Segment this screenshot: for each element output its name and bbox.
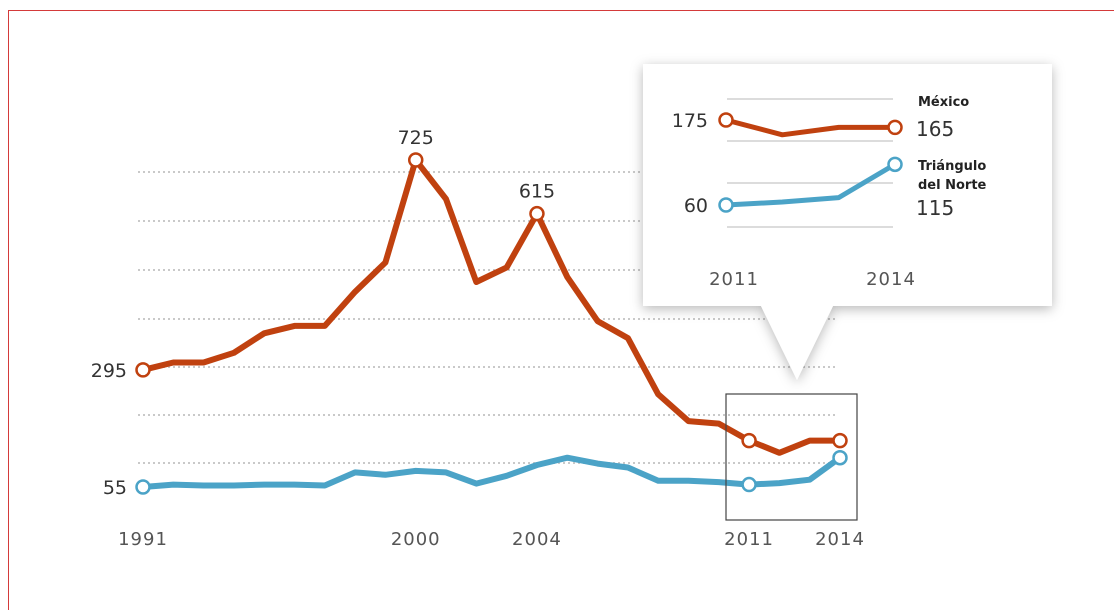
inset-x-tick-2011: 2011 xyxy=(709,269,759,290)
point-marker-mexico-2000 xyxy=(407,152,424,168)
data-label-triangulo-del-norte-1991: 55 xyxy=(103,477,127,499)
legend-label-triangulo: Triángulo xyxy=(918,159,986,174)
chart-frame xyxy=(8,10,1114,610)
inset-series-line-mexico xyxy=(723,117,898,138)
x-tick-2004: 2004 xyxy=(512,529,562,550)
x-tick-2014: 2014 xyxy=(815,529,865,550)
main-series-lines xyxy=(140,157,843,490)
inset-start-label-triangulo-del-norte: 60 xyxy=(684,195,708,217)
point-marker-triangulo-del-norte-2011 xyxy=(741,476,757,493)
inset-callout: 175 60 165 115 México Triángulo del Norte 2011 2… xyxy=(643,64,1052,380)
x-tick-2000: 2000 xyxy=(391,529,441,550)
inset-markers xyxy=(718,112,903,213)
inset-x-tick-2014: 2014 xyxy=(866,269,916,290)
inset-end-label-triangulo-del-norte: 115 xyxy=(916,196,954,220)
inset-bubble xyxy=(643,64,1052,380)
point-marker-mexico-1991 xyxy=(135,362,151,378)
inset-series-lines xyxy=(723,117,898,208)
inset-marker-mexico-2011 xyxy=(718,112,734,128)
data-label-mexico-2000: 725 xyxy=(398,127,434,149)
highlight-box xyxy=(725,393,858,521)
inset-end-label-mexico: 165 xyxy=(916,117,954,141)
x-tick-1991: 1991 xyxy=(118,529,168,550)
series-line-triangulo-del-norte xyxy=(140,454,843,490)
main-labels: 295 725 615 55 1991 2000 2004 2011 2014 xyxy=(91,127,865,550)
main-markers xyxy=(135,152,848,495)
x-tick-2011: 2011 xyxy=(724,529,774,550)
inset-start-label-mexico: 175 xyxy=(672,110,708,132)
legend-label-del-norte: del Norte xyxy=(918,178,987,193)
main-gridlines xyxy=(138,171,838,464)
point-marker-triangulo-del-norte-2014 xyxy=(832,449,848,466)
data-label-mexico-2004: 615 xyxy=(519,181,555,203)
chart-canvas: 295 725 615 55 1991 2000 2004 2011 2014 175 60 165… xyxy=(91,64,1052,550)
inset-marker-mexico-2014 xyxy=(887,119,903,136)
point-marker-mexico-2011 xyxy=(741,432,757,449)
series-line-mexico xyxy=(140,157,843,456)
inset-marker-triangulo-del-norte-2014 xyxy=(887,156,903,173)
legend-label-mexico: México xyxy=(918,95,969,110)
point-marker-mexico-2014 xyxy=(832,432,848,449)
inset-marker-triangulo-del-norte-2011 xyxy=(718,197,734,213)
inset-series-line-triangulo-del-norte xyxy=(723,161,898,208)
point-marker-mexico-2004 xyxy=(529,205,545,222)
inset-labels: 175 60 165 115 México Triángulo del Norte 2011 2… xyxy=(672,95,987,290)
data-label-mexico-1991: 295 xyxy=(91,360,127,382)
point-marker-triangulo-del-norte-1991 xyxy=(135,479,151,495)
